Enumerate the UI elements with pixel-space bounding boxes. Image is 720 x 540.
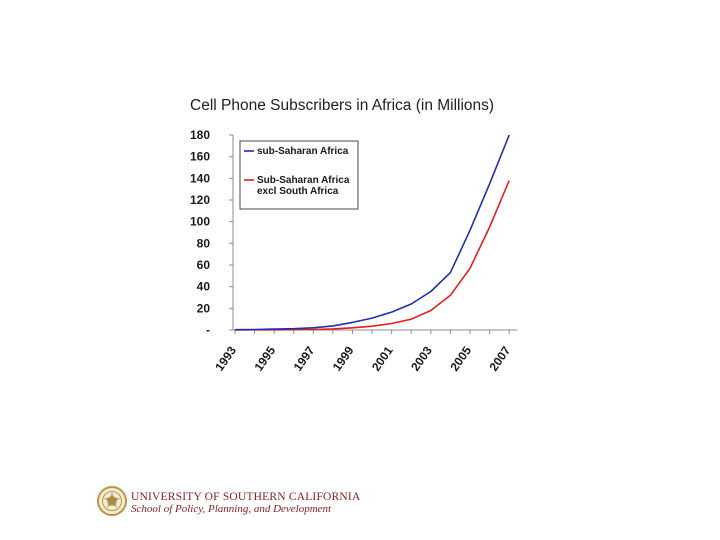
- school-name: School of Policy, Planning, and Developm…: [131, 503, 332, 515]
- y-tick-label: -: [206, 323, 210, 337]
- x-tick-label: 2005: [447, 343, 474, 373]
- x-tick-label: 2007: [486, 343, 513, 373]
- y-tick-label: 160: [190, 150, 210, 164]
- y-tick-label: 140: [190, 171, 210, 185]
- chart-title: Cell Phone Subscribers in Africa (in Mil…: [190, 97, 494, 114]
- x-tick-label: 1999: [330, 343, 357, 373]
- x-tick-label: 2003: [408, 343, 435, 373]
- legend-label: sub-Saharan Africa: [257, 146, 349, 157]
- legend-box: [239, 140, 359, 210]
- plot-area: - 20 40 60 80 100 120 140 160 180 1993 1995 1997 1999…: [190, 128, 517, 374]
- university-seal-icon: [97, 486, 127, 516]
- university-name: UNIVERSITY OF SOUTHERN CALIFORNIA: [131, 491, 361, 503]
- y-tick-label: 60: [197, 258, 211, 272]
- x-tick-label: 1995: [251, 343, 278, 373]
- x-tick-label: 1993: [212, 343, 239, 373]
- y-tick-label: 100: [190, 215, 210, 229]
- x-tick-label: 2001: [369, 343, 396, 373]
- y-tick-label: 120: [190, 193, 210, 207]
- series-line-0: [234, 134, 510, 331]
- y-tick-label: 80: [197, 236, 211, 250]
- y-tick-label: 180: [190, 128, 210, 142]
- legend-label: excl South Africa: [257, 186, 339, 197]
- y-tick-label: 20: [197, 301, 211, 315]
- footer-text: UNIVERSITY OF SOUTHERN CALIFORNIA School…: [131, 491, 360, 515]
- y-tick-label: 40: [197, 280, 211, 294]
- footer-logo: [97, 486, 327, 516]
- legend-label: Sub-Saharan Africa: [257, 175, 350, 186]
- x-tick-label: 1997: [291, 343, 318, 373]
